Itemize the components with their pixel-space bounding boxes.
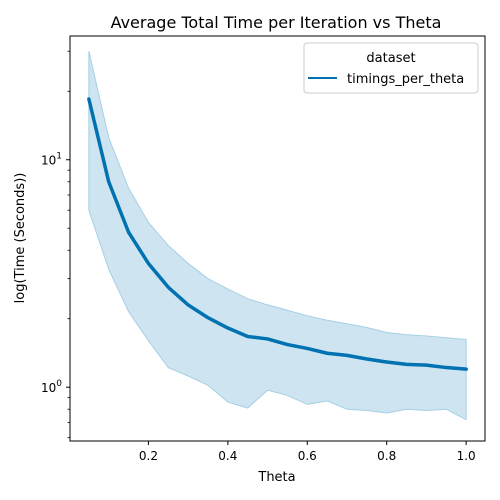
confidence-band-layer xyxy=(88,51,467,421)
x-axis-ticks: 0.2 0.4 0.6 0.8 1.0 xyxy=(139,441,476,463)
x-tick-label: 0.2 xyxy=(139,449,158,463)
x-tick-label: 0.6 xyxy=(298,449,317,463)
confidence-band xyxy=(88,51,467,421)
y-axis-label: log(Time (Seconds)) xyxy=(13,173,28,304)
x-tick-label: 0.8 xyxy=(377,449,396,463)
plot-frame xyxy=(69,35,486,442)
x-axis-label: Theta xyxy=(257,470,295,485)
legend: dataset timings_per_theta xyxy=(303,42,479,94)
legend-box xyxy=(303,42,479,94)
series-line-layer xyxy=(87,97,468,371)
legend-label-timings-per-theta: timings_per_theta xyxy=(347,72,464,87)
y-tick-label: 100 xyxy=(41,379,62,395)
chart-title: Average Total Time per Iteration vs Thet… xyxy=(111,13,442,32)
legend-title: dataset xyxy=(366,51,415,66)
y-tick-label: 101 xyxy=(41,152,62,168)
x-tick-label: 0.4 xyxy=(218,449,237,463)
series-line-timings-per-theta xyxy=(87,97,468,371)
y-axis-ticks: 100 101 xyxy=(41,50,70,439)
x-tick-label: 1.0 xyxy=(457,449,476,463)
